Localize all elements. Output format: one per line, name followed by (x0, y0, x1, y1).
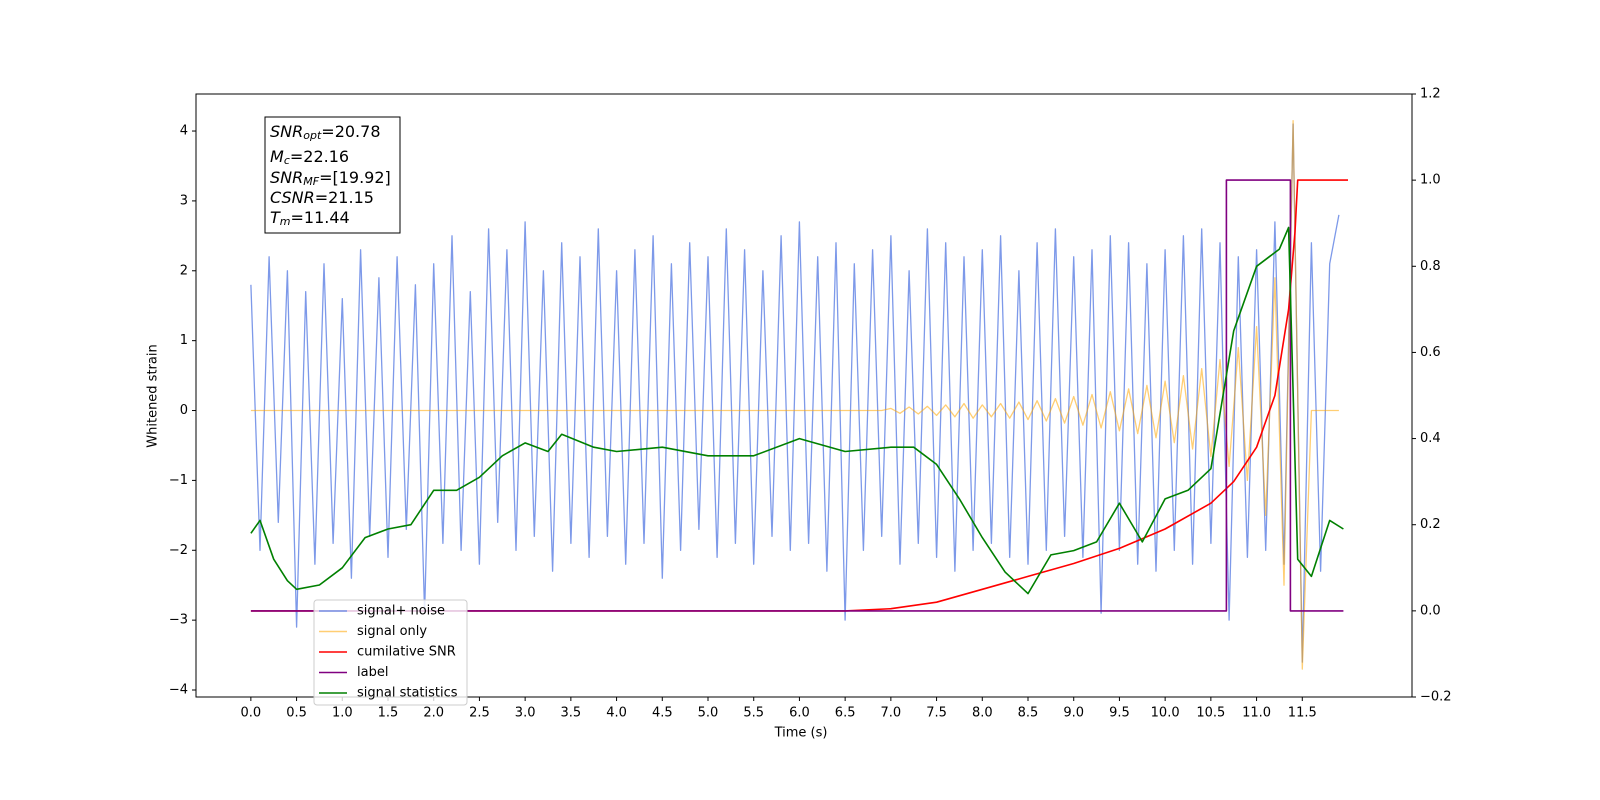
annotation-box (264, 116, 401, 234)
legend-label: signal only (357, 624, 427, 639)
x-tick-label: 5.5 (743, 706, 764, 721)
series-line (250, 119, 1339, 670)
y2-tick-label: 0.8 (1420, 259, 1441, 274)
legend-label: signal+ noise (357, 604, 445, 619)
annotation-name: SNR (270, 122, 303, 141)
y2-tick-label: 0.0 (1420, 603, 1441, 618)
axes-frame (195, 93, 1413, 698)
y2-tick-label: 0.6 (1420, 345, 1441, 360)
x-tick-label: 9.5 (1109, 706, 1130, 721)
x-tick-label: 11.0 (1242, 706, 1271, 721)
legend-label: cumilative SNR (357, 645, 456, 660)
series-group (250, 119, 1348, 670)
y2-tick-label: 0.4 (1420, 431, 1441, 446)
y2-tick-label: −0.2 (1420, 690, 1452, 705)
legend-box (313, 599, 468, 706)
annotation-sub: m (280, 215, 291, 228)
y-tick-label: 2 (180, 263, 188, 278)
x-tick-label: 11.5 (1288, 706, 1317, 721)
y2-tick-label: 1.0 (1420, 173, 1441, 188)
annotation-sub: c (284, 154, 290, 167)
annotation: SNRopt=20.78 Mc=22.16 SNRMF=[19.92] CSNR=21… (270, 122, 391, 229)
annotation-value: =22.16 (290, 147, 349, 166)
y-axis-label: Whitened strain (146, 344, 161, 447)
x-tick-label: 3.5 (561, 706, 582, 721)
annotation-name: SNR (270, 168, 303, 187)
x-tick-label: 5.0 (698, 706, 719, 721)
x-axis-label: Time (s) (774, 726, 828, 741)
x-tick-label: 1.5 (378, 706, 399, 721)
x-tick-label: 7.5 (926, 706, 947, 721)
legend-label: label (357, 665, 388, 680)
annotation-sub: opt (303, 129, 322, 142)
annotation-name: T (270, 208, 281, 227)
y-tick-label: −3 (169, 613, 188, 628)
series-line (250, 123, 1340, 663)
x-tick-label: 8.0 (972, 706, 993, 721)
x-tick-label: 2.5 (469, 706, 490, 721)
x-tick-label: 1.0 (332, 706, 353, 721)
x-tick-label: 0.0 (241, 706, 262, 721)
annotation-sub: MF (303, 175, 319, 188)
x-tick-label: 4.5 (652, 706, 673, 721)
annotation-value: =20.78 (321, 122, 380, 141)
y2-tick-label: 0.2 (1420, 517, 1441, 532)
x-tick-label: 10.0 (1151, 706, 1180, 721)
annotation-line: Mc=22.16 (270, 147, 349, 168)
x-tick-label: 4.0 (606, 706, 627, 721)
x-tick-label: 6.0 (789, 706, 810, 721)
legend-label: signal statistics (357, 686, 458, 701)
annotation-value: =11.44 (291, 208, 350, 227)
y-tick-label: −1 (169, 473, 188, 488)
y-tick-label: 1 (180, 333, 188, 348)
annotation-name: CSNR (270, 188, 315, 207)
annotation-value: =[19.92] (319, 168, 391, 187)
y2-tick-label: 1.2 (1420, 87, 1441, 102)
x-tick-label: 10.5 (1196, 706, 1225, 721)
y-tick-label: 4 (180, 124, 188, 139)
x-tick-label: 3.0 (515, 706, 536, 721)
annotation-line: Tm=11.44 (270, 208, 350, 229)
series-line (250, 179, 1344, 612)
y-tick-label: 3 (180, 193, 188, 208)
series-line (250, 226, 1344, 595)
x-tick-label: 7.0 (881, 706, 902, 721)
annotation-line: CSNR=21.15 (270, 188, 374, 207)
annotation-line: SNRMF=[19.92] (270, 168, 391, 189)
annotation-value: =21.15 (315, 188, 374, 207)
x-tick-label: 8.5 (1018, 706, 1039, 721)
y-tick-label: 0 (180, 403, 188, 418)
x-tick-label: 9.0 (1063, 706, 1084, 721)
annotation-line: SNRopt=20.78 (270, 122, 381, 143)
x-tick-label: 0.5 (286, 706, 307, 721)
x-tick-label: 6.5 (835, 706, 856, 721)
annotation-name: M (270, 147, 284, 166)
y-tick-label: −2 (169, 543, 188, 558)
x-tick-label: 2.0 (423, 706, 444, 721)
y-tick-label: −4 (169, 683, 188, 698)
